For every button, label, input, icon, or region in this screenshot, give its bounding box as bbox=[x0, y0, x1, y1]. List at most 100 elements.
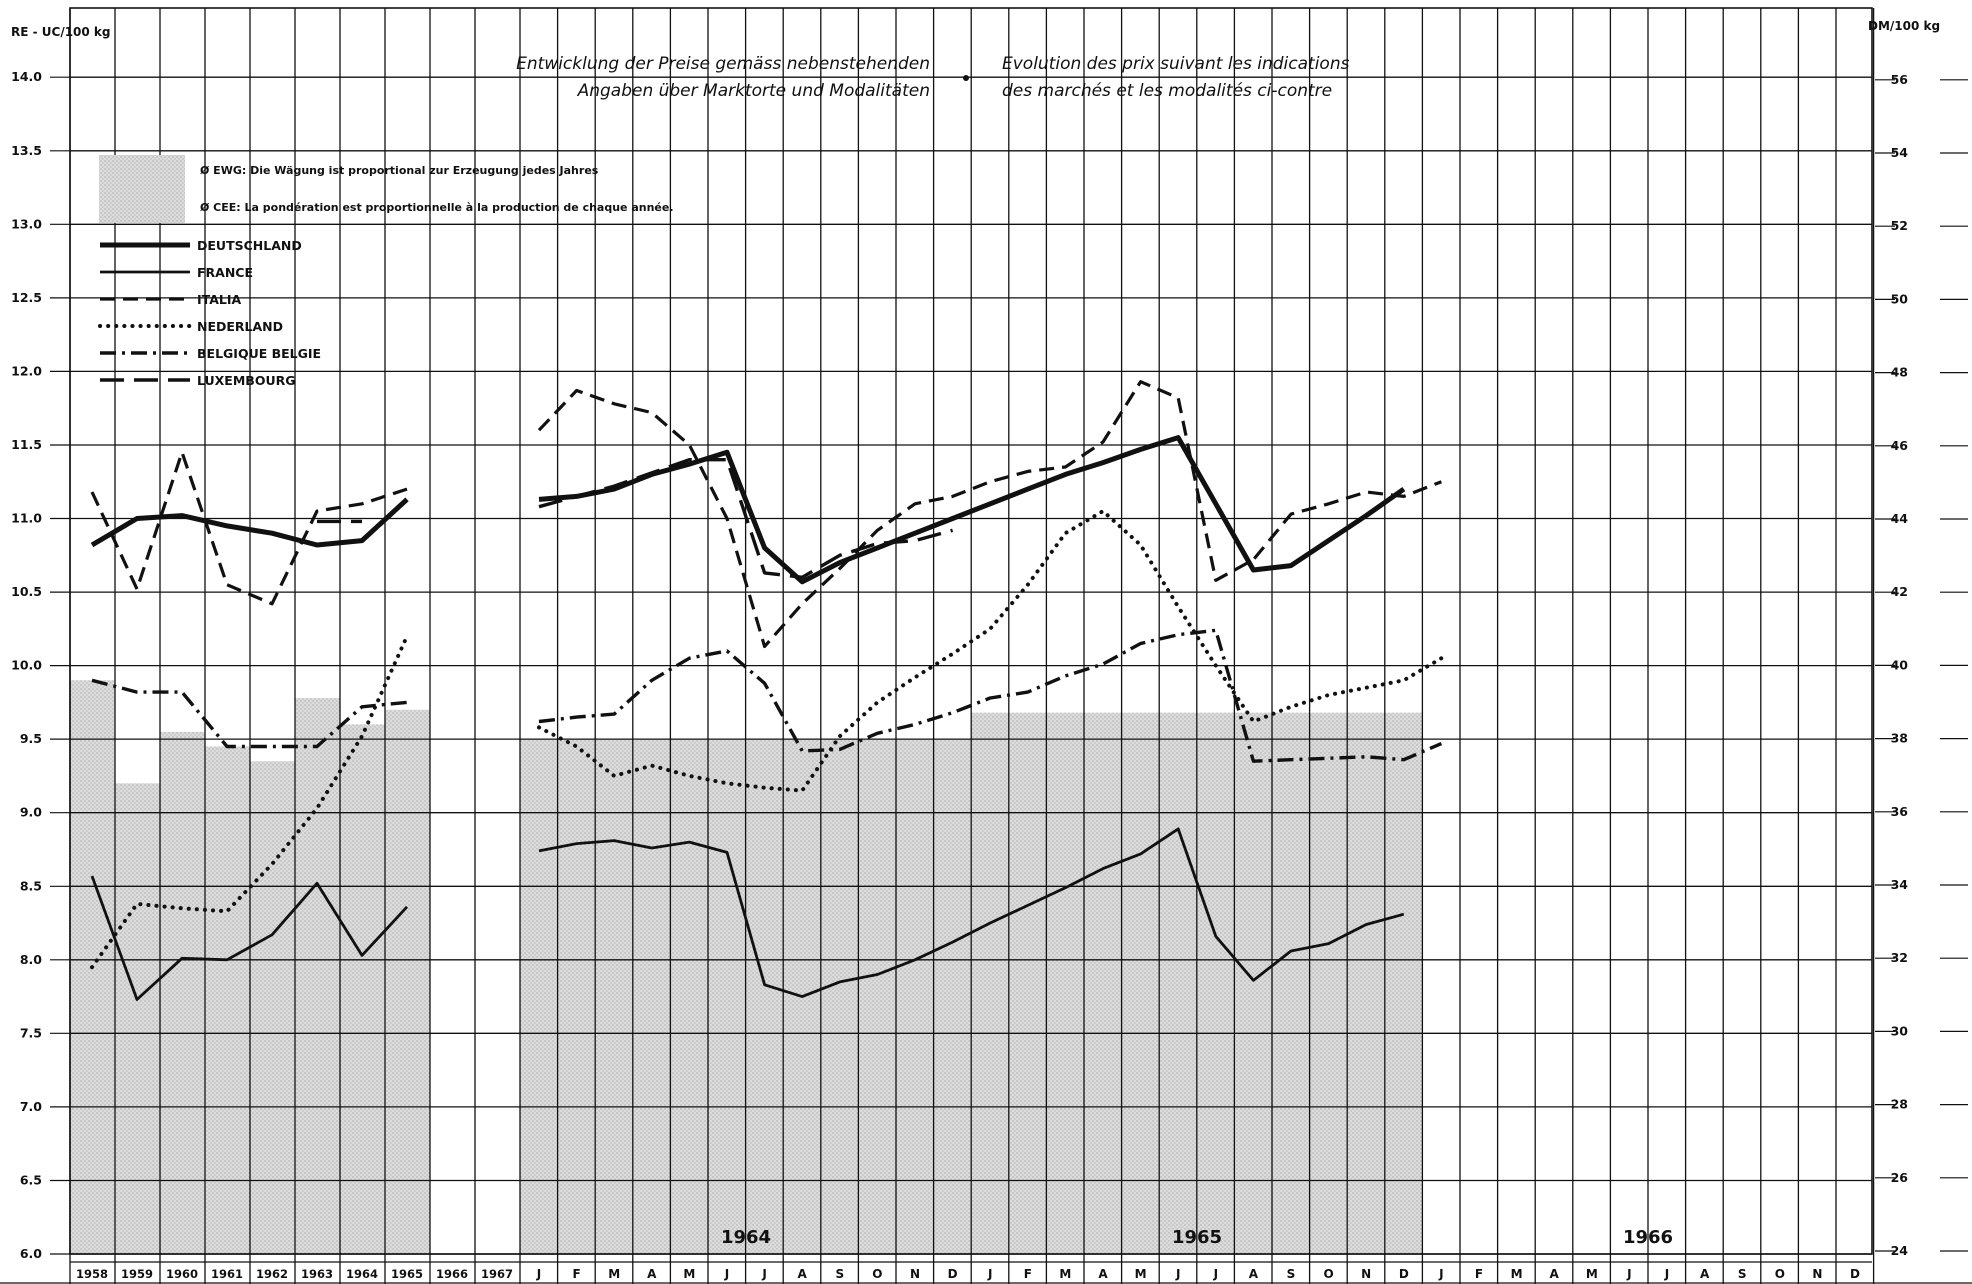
x-tick-month: D bbox=[1399, 1267, 1409, 1281]
x-tick-year: 1963 bbox=[301, 1267, 333, 1281]
x-tick-year: 1961 bbox=[211, 1267, 243, 1281]
y-tick-right: 26 bbox=[1891, 1170, 1909, 1185]
y-tick-left: 10.5 bbox=[11, 584, 42, 599]
ewg-bar-monthly bbox=[1234, 712, 1273, 1254]
x-tick-month: J bbox=[1175, 1267, 1180, 1281]
y-tick-left: 7.5 bbox=[20, 1025, 42, 1040]
y-tick-left: 11.0 bbox=[11, 511, 42, 526]
x-tick-month: N bbox=[1812, 1267, 1822, 1281]
chart-title: Entwicklung der Preise gemäss nebenstehe… bbox=[516, 54, 1349, 101]
x-tick-month: J bbox=[536, 1267, 541, 1281]
line-monthly-france bbox=[538, 827, 1405, 998]
line-monthly-nederland bbox=[537, 509, 1444, 793]
x-tick-month: A bbox=[647, 1267, 657, 1281]
x-tick-month: F bbox=[1024, 1267, 1032, 1281]
ewg-bar-monthly bbox=[858, 739, 897, 1254]
title-separator-dot bbox=[963, 75, 969, 81]
x-tick-month: M bbox=[1135, 1267, 1147, 1281]
title-de-line-1: Entwicklung der Preise gemäss nebenstehe… bbox=[516, 54, 930, 74]
y-tick-right: 48 bbox=[1891, 365, 1908, 380]
period-label: 1965 bbox=[1172, 1227, 1222, 1248]
x-tick-month: S bbox=[835, 1267, 844, 1281]
ewg-bar-monthly bbox=[1196, 712, 1235, 1254]
legend: Ø EWG: Die Wägung ist proportional zur E… bbox=[98, 155, 674, 388]
ewg-bar-monthly bbox=[557, 739, 596, 1254]
x-tick-month: F bbox=[1475, 1267, 1483, 1281]
line-monthly-deutschland bbox=[538, 435, 1406, 585]
x-tick-month: F bbox=[572, 1267, 580, 1281]
x-tick-month: J bbox=[1664, 1267, 1669, 1281]
y-tick-left: 7.0 bbox=[20, 1099, 42, 1114]
right-axis-label: DM/100 kg bbox=[1868, 19, 1940, 33]
y-tick-right: 44 bbox=[1891, 511, 1909, 526]
x-tick-year: 1959 bbox=[121, 1267, 153, 1281]
x-tick-month: N bbox=[910, 1267, 920, 1281]
ewg-bar-monthly bbox=[1272, 712, 1310, 1254]
x-tick-month: O bbox=[1323, 1267, 1333, 1281]
y-tick-right: 38 bbox=[1891, 731, 1908, 746]
x-tick-month: J bbox=[987, 1267, 992, 1281]
y-tick-right: 32 bbox=[1891, 950, 1908, 965]
ewg-bar-monthly bbox=[708, 739, 746, 1254]
x-tick-month: M bbox=[1586, 1267, 1598, 1281]
line-annual-deutschland bbox=[90, 497, 409, 548]
x-tick-month: M bbox=[1511, 1267, 1523, 1281]
legend-label: FRANCE bbox=[197, 265, 253, 280]
ewg-bar-annual bbox=[115, 783, 160, 1254]
series-italia bbox=[90, 380, 1442, 649]
x-tick-month: J bbox=[724, 1267, 729, 1281]
y-tick-left: 6.5 bbox=[20, 1173, 42, 1188]
ewg-bar-monthly bbox=[670, 739, 709, 1254]
ewg-bar-annual bbox=[160, 731, 205, 1254]
line-monthly-italia bbox=[537, 380, 1442, 649]
series-nederland bbox=[90, 509, 1444, 970]
ewg-bar-monthly bbox=[1084, 712, 1122, 1254]
ewg-bar-monthly bbox=[1384, 712, 1423, 1254]
y-tick-right: 36 bbox=[1891, 804, 1909, 819]
y-tick-left: 14.0 bbox=[11, 69, 42, 84]
y-tick-right: 30 bbox=[1891, 1023, 1909, 1038]
x-tick-month: J bbox=[1213, 1267, 1218, 1281]
ewg-bar-monthly bbox=[1121, 712, 1160, 1254]
ewg-bar-monthly bbox=[971, 712, 1010, 1254]
y-tick-right: 42 bbox=[1891, 584, 1908, 599]
x-tick-month: A bbox=[1700, 1267, 1710, 1281]
x-tick-month: A bbox=[1249, 1267, 1259, 1281]
ewg-bar-annual bbox=[340, 724, 385, 1254]
ewg-bar-monthly bbox=[820, 739, 859, 1254]
axes: 14.0 13.5 13.0 12.5 12.0 11.5 11.0 10.5 10.0 9.5 9… bbox=[11, 69, 1968, 1281]
x-tick-year: 1967 bbox=[481, 1267, 513, 1281]
ewg-bar-monthly bbox=[1309, 712, 1348, 1254]
ewg-bar-monthly bbox=[1347, 712, 1386, 1254]
y-tick-right: 34 bbox=[1891, 877, 1909, 892]
x-tick-month: D bbox=[1850, 1267, 1860, 1281]
ewg-bar-monthly bbox=[745, 739, 784, 1254]
y-tick-left: 13.0 bbox=[11, 216, 42, 231]
legend-label: NEDERLAND bbox=[197, 319, 283, 334]
y-tick-left: 12.0 bbox=[11, 363, 42, 378]
x-tick-month: N bbox=[1361, 1267, 1371, 1281]
x-tick-month: M bbox=[608, 1267, 620, 1281]
x-tick-year: 1960 bbox=[166, 1267, 198, 1281]
ewg-average-shading bbox=[70, 680, 1423, 1254]
ewg-bar-annual bbox=[385, 709, 430, 1254]
x-tick-year: 1965 bbox=[391, 1267, 423, 1281]
x-tick-year: 1958 bbox=[76, 1267, 108, 1281]
line-annual-france bbox=[90, 875, 409, 1001]
legend-label: DEUTSCHLAND bbox=[197, 238, 302, 253]
y-tick-right: 56 bbox=[1891, 72, 1909, 87]
x-tick-month: S bbox=[1738, 1267, 1747, 1281]
ewg-bar-annual bbox=[205, 746, 250, 1254]
y-tick-right: 50 bbox=[1891, 291, 1909, 306]
period-label: 1966 bbox=[1623, 1227, 1673, 1248]
y-tick-left: 11.5 bbox=[11, 437, 42, 452]
legend-label: LUXEMBOURG bbox=[197, 373, 295, 388]
series-france bbox=[90, 827, 1405, 1001]
left-axis-label: RE - UC/100 kg bbox=[11, 25, 111, 39]
ewg-bar-monthly bbox=[595, 739, 634, 1254]
legend-note-cee: Ø CEE: La pondération est proportionnell… bbox=[200, 201, 674, 214]
series-layer bbox=[90, 380, 1444, 1001]
y-tick-left: 6.0 bbox=[20, 1246, 42, 1261]
x-tick-month: A bbox=[798, 1267, 808, 1281]
legend-label: ITALIA bbox=[197, 292, 241, 307]
